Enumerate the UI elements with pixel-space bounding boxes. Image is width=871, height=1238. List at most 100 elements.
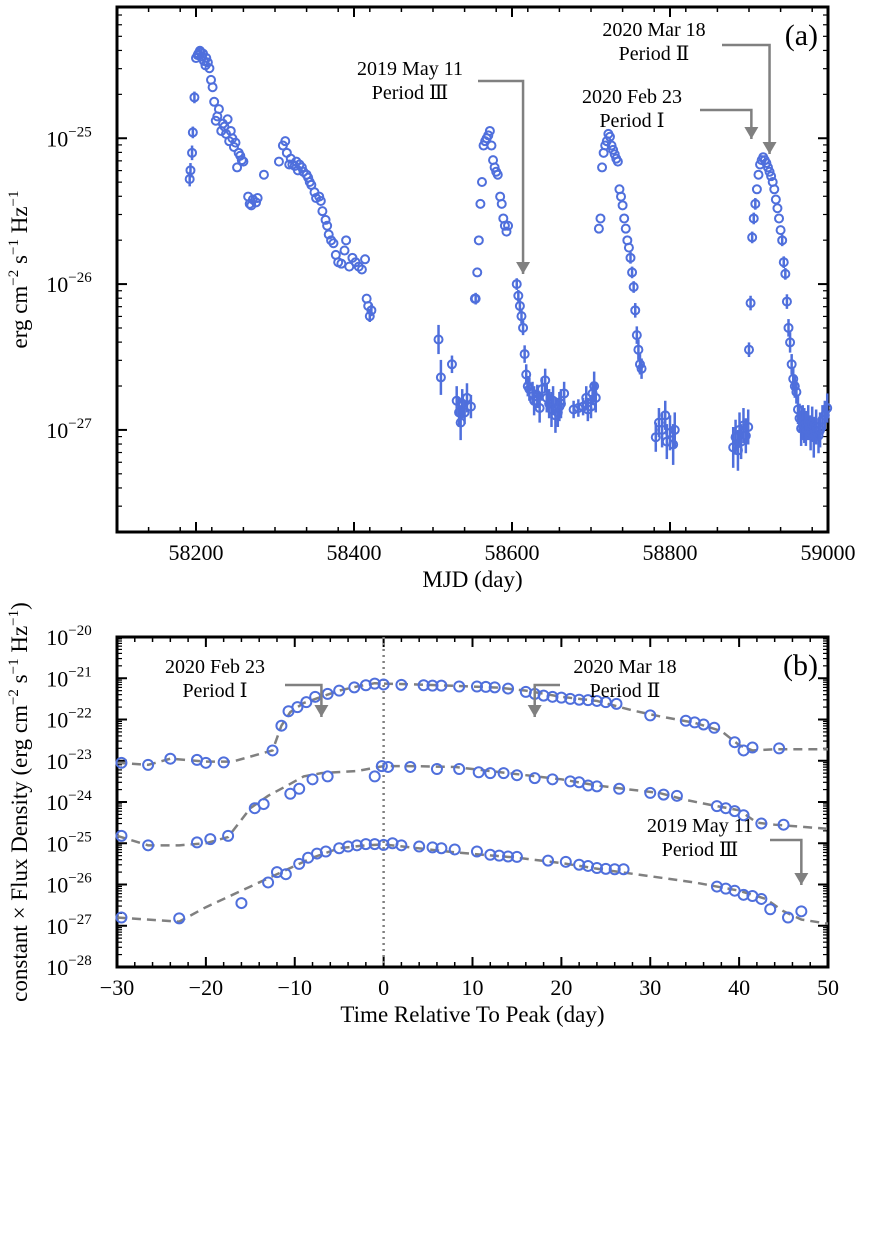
series-point-1 <box>291 701 304 714</box>
series-point-2 <box>142 839 155 852</box>
plot-frame <box>115 5 830 534</box>
data-point <box>612 156 623 167</box>
y-tick-label: 10−21 <box>46 664 91 691</box>
data-point <box>236 155 247 166</box>
series-point-1 <box>546 690 559 703</box>
data-point <box>780 268 791 279</box>
panel-label: (a) <box>785 19 818 52</box>
data-point <box>623 242 634 253</box>
data-point <box>559 388 570 399</box>
series-point-1 <box>377 678 390 691</box>
series-point-3 <box>542 854 555 867</box>
series-point-1 <box>217 756 230 769</box>
series-point-1 <box>333 684 346 697</box>
data-point <box>232 162 243 173</box>
series-point-3 <box>493 849 506 862</box>
series-point-2 <box>484 767 497 780</box>
y-tick-label: 10−24 <box>46 788 92 815</box>
series-point-1 <box>573 693 586 706</box>
series-curve-2 <box>116 764 829 847</box>
series-point-1 <box>348 681 361 694</box>
y-tick-label: 10−20 <box>46 623 91 650</box>
series-point-3 <box>319 845 332 858</box>
series-point-1 <box>479 680 492 693</box>
series-point-2 <box>670 789 683 802</box>
series-point-1 <box>610 697 623 710</box>
data-point <box>496 198 507 209</box>
x-tick-label: −20 <box>189 975 223 1000</box>
series-point-3 <box>782 911 795 924</box>
series-point-3 <box>293 857 306 870</box>
series-point-2 <box>590 780 603 793</box>
data-point <box>472 267 483 278</box>
x-tick-label: 58200 <box>169 540 224 565</box>
series-point-3 <box>173 912 186 925</box>
y-tick-label: 10−26 <box>46 270 92 297</box>
annotation-feb23-line2: Period Ⅰ <box>599 110 664 132</box>
data-point <box>619 213 630 224</box>
data-point <box>597 162 608 173</box>
data-point <box>328 238 339 249</box>
data-point <box>499 220 510 231</box>
data-point <box>222 114 233 125</box>
data-point <box>187 127 198 138</box>
series-point-3 <box>426 841 439 854</box>
series-point-3 <box>470 845 483 858</box>
series-point-2 <box>382 760 395 773</box>
series-point-3 <box>608 863 621 876</box>
data-point <box>751 184 762 195</box>
series-point-2 <box>368 770 381 783</box>
panel-label: (b) <box>783 649 818 682</box>
series-curve-3 <box>116 843 829 925</box>
data-point <box>791 387 802 397</box>
series-point-2 <box>453 763 466 775</box>
data-point <box>631 330 642 341</box>
annotation-mar18-arrow-head <box>762 142 777 154</box>
series-point-2 <box>293 782 306 795</box>
series-point-1 <box>453 680 466 693</box>
series-point-1 <box>728 736 741 749</box>
series-point-3 <box>115 911 128 924</box>
x-tick-label: 58800 <box>643 540 698 565</box>
data-point <box>775 225 786 236</box>
x-tick-label: 58600 <box>485 540 540 565</box>
series-point-3 <box>617 863 630 876</box>
data-point <box>433 334 444 345</box>
series-point-2 <box>472 766 485 779</box>
data-point <box>185 165 196 176</box>
data-point <box>783 322 794 333</box>
x-tick-label: 0 <box>378 975 389 1000</box>
data-point <box>770 194 781 205</box>
data-point <box>280 136 291 147</box>
data-point <box>822 403 833 414</box>
series-point-3 <box>368 838 381 851</box>
data-point <box>589 381 600 392</box>
data-point <box>617 200 628 211</box>
data-point <box>258 169 269 180</box>
series-point-2 <box>777 818 790 831</box>
series-point-1 <box>502 682 515 695</box>
annotation-b-may11-line2: Period Ⅲ <box>662 839 739 861</box>
series-point-2 <box>430 763 443 775</box>
y-axis-label: erg cm−2 s−1 Hz−1 <box>6 191 32 349</box>
data-point <box>789 381 800 392</box>
data-point <box>315 195 326 206</box>
x-axis-label: Time Relative To Peak (day) <box>340 1002 604 1027</box>
series-point-1 <box>564 692 577 705</box>
data-point <box>273 156 284 167</box>
data-point <box>320 214 331 225</box>
annotation-b-feb23-arrow-head <box>314 705 329 717</box>
series-point-3 <box>502 850 515 863</box>
annotation-b-mar18-line1: 2020 Mar 18 <box>573 656 676 678</box>
series-point-1 <box>417 679 430 692</box>
data-point <box>322 220 333 231</box>
data-point <box>518 322 529 333</box>
data-point <box>366 305 377 316</box>
series-point-1 <box>266 744 279 757</box>
x-tick-label: 20 <box>550 975 572 1000</box>
y-tick-label: 10−27 <box>46 416 92 443</box>
data-point <box>356 264 367 275</box>
series-point-2 <box>404 760 417 773</box>
series-point-3 <box>435 842 448 855</box>
